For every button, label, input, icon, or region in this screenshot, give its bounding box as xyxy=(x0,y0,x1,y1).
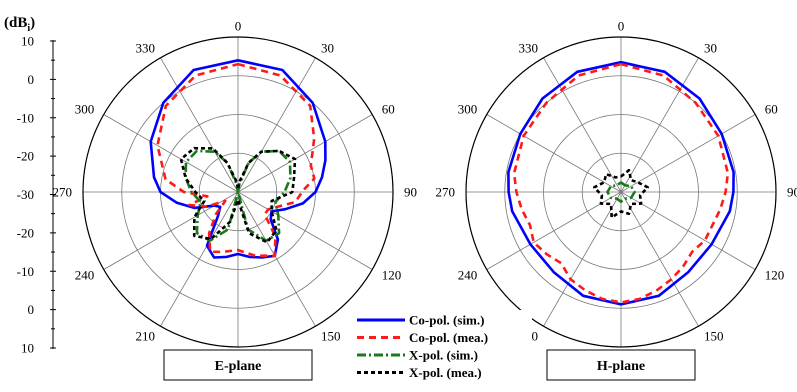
h-plane-label-box: H-plane xyxy=(546,349,696,381)
angle-tick-label: 300 xyxy=(458,102,478,117)
scale-tick-label: 0 xyxy=(28,302,35,317)
radial-scale-ticks: 10 0 -10 -20 -30 -20 -10 0 10 xyxy=(17,34,56,356)
angle-tick-label: 270 xyxy=(436,185,456,200)
series-x-pol-mea xyxy=(179,146,297,244)
grid-spoke xyxy=(160,57,239,193)
e-plane-label: E-plane xyxy=(215,359,262,374)
grid-spoke xyxy=(543,191,622,327)
series-x-pol-sim xyxy=(184,149,292,242)
scale-tick-label: 10 xyxy=(21,34,34,49)
grid-spoke xyxy=(237,114,373,193)
e-plane-plot: 0 30 60 90 120 150 210 240 270 300 330 xyxy=(53,19,417,348)
h-plane-label: H-plane xyxy=(597,359,645,374)
grid-spoke xyxy=(620,191,756,270)
angle-tick-label: 150 xyxy=(321,328,341,343)
series-co-pol-mea xyxy=(512,62,730,304)
legend: Co-pol. (sim.) Co-pol. (mea.) X-pol. (sim.… xyxy=(352,310,532,390)
scale-tick-label: -20 xyxy=(17,225,34,240)
grid-spoke xyxy=(237,191,373,270)
angle-tick-label: 150 xyxy=(704,328,724,343)
scale-tick-label: -10 xyxy=(17,110,34,125)
angle-tick-label: 60 xyxy=(765,102,778,117)
angle-tick-label: 120 xyxy=(382,268,402,283)
series-co-pol-sim xyxy=(149,59,327,259)
angle-tick-label: 120 xyxy=(765,268,785,283)
angle-tick-label: 60 xyxy=(382,102,395,117)
grid-spoke xyxy=(103,114,239,193)
series-co-pol-sim xyxy=(507,60,735,306)
grid-spoke xyxy=(620,57,699,193)
angle-tick-label: 210 xyxy=(136,328,156,343)
scale-tick-label: 0 xyxy=(28,72,35,87)
outer-ring xyxy=(465,36,777,348)
legend-label: Co-pol. (mea.) xyxy=(409,330,488,345)
grid-spoke xyxy=(543,57,622,193)
angle-tick-label: 240 xyxy=(75,268,95,283)
angle-tick-label: 30 xyxy=(704,41,717,56)
legend-label: X-pol. (mea.) xyxy=(409,365,482,380)
scale-tick-label: -20 xyxy=(17,149,34,164)
angle-tick-label: 270 xyxy=(53,185,73,200)
scale-tick-label: -30 xyxy=(17,187,34,202)
angle-tick-label: 300 xyxy=(75,102,95,117)
series-x-pol-mea xyxy=(592,168,650,219)
unit-label: (dBi) xyxy=(4,15,35,34)
grid-spoke xyxy=(237,191,316,327)
grid-spoke xyxy=(620,114,756,193)
series-x-pol-sim xyxy=(606,181,636,203)
angle-tick-label: 90 xyxy=(787,185,797,200)
angle-tick-label: 240 xyxy=(458,268,478,283)
grid-spoke xyxy=(237,57,316,193)
angle-tick-label: 0 xyxy=(618,19,625,34)
e-plane-label-box: E-plane xyxy=(163,349,313,381)
series-co-pol-mea xyxy=(156,62,316,258)
legend-background xyxy=(352,310,532,390)
angle-tick-label: 30 xyxy=(321,41,334,56)
angle-tick-label: 0 xyxy=(235,19,242,34)
angle-tick-label: 90 xyxy=(404,185,417,200)
scale-tick-label: 10 xyxy=(21,341,34,356)
grid-spoke xyxy=(160,191,239,327)
scale-tick-label: -10 xyxy=(17,264,34,279)
legend-label: Co-pol. (sim.) xyxy=(409,313,484,328)
outer-ring xyxy=(82,36,394,348)
legend-label: X-pol. (sim.) xyxy=(409,348,478,363)
grid-spoke xyxy=(620,191,699,327)
grid-spoke xyxy=(486,114,622,193)
angle-tick-label: 330 xyxy=(519,41,539,56)
angle-tick-label: 330 xyxy=(136,41,156,56)
grid-spoke xyxy=(486,191,622,270)
